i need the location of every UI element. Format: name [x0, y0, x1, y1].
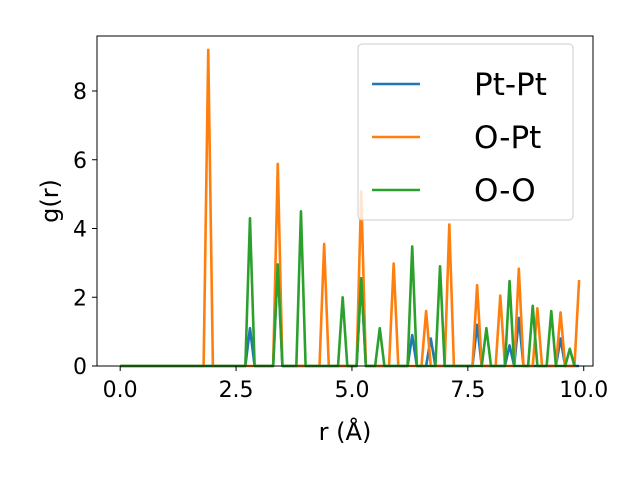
x-axis-label: r (Å)	[319, 417, 372, 446]
series-line-o-o	[120, 210, 576, 368]
legend: Pt-Pt O-Pt O-O	[357, 43, 574, 221]
y-tick-label: 0	[73, 355, 87, 380]
x-tick-label: 5.0	[334, 378, 369, 403]
x-tick-label: 10.0	[559, 378, 608, 403]
y-axis-label: g(r)	[36, 179, 64, 223]
axes-frame	[96, 35, 594, 367]
legend-frame	[357, 43, 574, 221]
legend-label-pt-pt: Pt-Pt	[474, 67, 547, 103]
y-tick-label: 4	[73, 218, 87, 243]
legend-label-o-pt: O-Pt	[474, 120, 541, 156]
y-tick-label: 6	[73, 149, 87, 174]
x-ticks: 0.0 2.5 5.0 7.5 10.0	[103, 366, 608, 403]
y-tick-label: 2	[73, 286, 87, 311]
x-tick-label: 2.5	[219, 378, 254, 403]
y-ticks: 0 2 4 6 8	[73, 80, 97, 380]
y-tick-label: 8	[73, 80, 87, 105]
x-tick-label: 7.5	[450, 378, 485, 403]
x-tick-label: 0.0	[103, 378, 138, 403]
legend-label-o-o: O-O	[474, 173, 536, 209]
